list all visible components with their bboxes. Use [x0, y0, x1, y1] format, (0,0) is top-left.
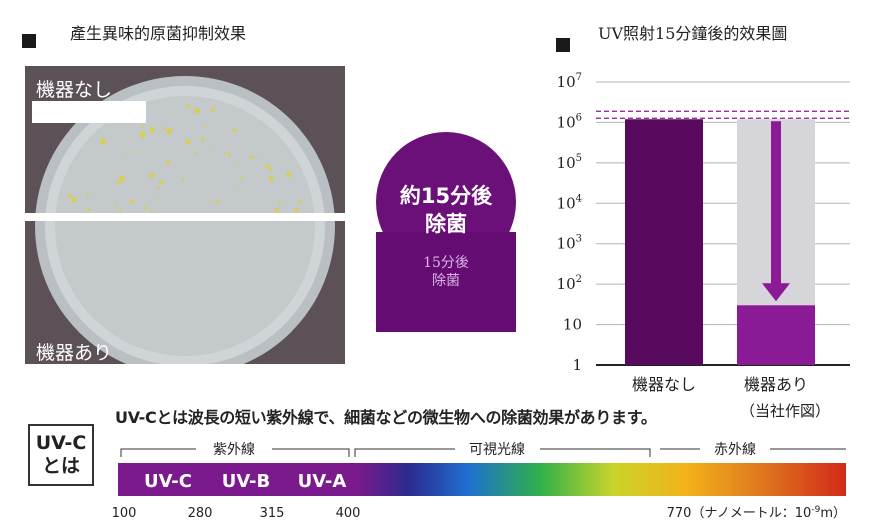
colony-dot: [262, 153, 265, 156]
colony-dot: [201, 137, 205, 142]
y-tick-label: 10: [563, 316, 582, 334]
colony-dot: [124, 153, 127, 156]
badge-shadow-line2: 除菌: [432, 273, 460, 289]
x-tick-label: 機器なし: [632, 375, 696, 394]
petri-dish-photo: [25, 66, 345, 364]
colony-dot: [194, 151, 198, 155]
chart-note: （当社作図）: [740, 402, 831, 420]
uvc-box-line1: UV-C: [35, 432, 87, 454]
range-visible: 可視光線: [469, 442, 525, 458]
colony-dot: [166, 128, 173, 135]
colony-dot: [298, 200, 302, 204]
y-tick-label: 103: [557, 234, 582, 253]
colony-dot: [294, 207, 300, 213]
colony-dot: [115, 203, 118, 207]
label-without-device: 機器なし: [36, 79, 113, 101]
tick-280: 280: [188, 506, 213, 521]
colony-dot: [223, 152, 226, 155]
y-tick-label: 102: [557, 274, 582, 293]
colony-dot: [150, 209, 154, 212]
label-with-device: 機器あり: [36, 342, 113, 364]
colony-dot: [239, 177, 243, 180]
colony-dot: [71, 196, 77, 203]
x-tick-label: 機器あり: [744, 375, 808, 394]
colony-dot: [210, 107, 215, 112]
range-uv: 紫外線: [213, 442, 255, 458]
y-tick-label: 106: [557, 112, 582, 131]
colony-dot: [186, 103, 190, 108]
y-tick-label: 105: [557, 153, 582, 172]
y-tick-label: 1: [572, 356, 582, 374]
left-title: 產生異味的原菌抑制效果: [70, 24, 247, 43]
colony-dot: [268, 167, 273, 171]
range-infrared: 赤外線: [714, 442, 756, 458]
colony-dot: [165, 160, 170, 165]
uvc-box-line2: とは: [41, 455, 80, 477]
colony-dot: [139, 131, 146, 138]
band-uva: UV-A: [298, 471, 347, 492]
bar-chart: 1 10 102 103 104 105 106 107 機器なし 機器あり: [557, 72, 850, 394]
colony-dot: [274, 207, 280, 213]
badge-shadow-line1: 15分後: [423, 255, 469, 271]
colony-dot: [238, 162, 241, 165]
colony-dot: [141, 125, 145, 129]
colony-dot: [286, 172, 292, 178]
colony-dot: [118, 177, 124, 183]
redaction-bar: [32, 101, 146, 123]
colony-dot: [264, 163, 269, 168]
badge-line1: 約15分後: [399, 184, 493, 208]
colony-dot: [119, 209, 123, 213]
badge-main-text: 約15分後 除菌: [376, 182, 516, 238]
tick-315: 315: [260, 506, 285, 521]
colony-dot: [67, 194, 72, 199]
colony-dot: [159, 180, 164, 185]
colony-dot: [210, 200, 213, 203]
colony-dot: [210, 149, 213, 152]
bar-1: [625, 119, 703, 365]
colony-dot: [100, 138, 107, 145]
band-uvc: UV-C: [144, 471, 192, 492]
sterilization-badge: [376, 132, 516, 332]
colony-dot: [232, 128, 237, 133]
colony-dot: [163, 126, 166, 130]
band-uvb: UV-B: [222, 471, 270, 492]
colony-dot: [86, 192, 90, 196]
section-marker: [22, 34, 36, 48]
tick-400: 400: [336, 506, 361, 521]
colony-dot: [203, 125, 206, 128]
spectrum-diagram: 紫外線 可視光線 赤外線 UV-C UV-B UV-A 100 280 315 …: [112, 442, 846, 521]
colony-dot: [155, 198, 158, 201]
colony-dot: [216, 200, 220, 205]
badge-line2: 除菌: [425, 212, 467, 236]
colony-dot: [149, 127, 156, 133]
colony-dot: [137, 150, 140, 153]
colony-dot: [168, 110, 171, 113]
colony-dot: [227, 152, 232, 157]
colony-dot: [181, 179, 185, 183]
badge-shadow-text: 15分後 除菌: [376, 254, 516, 290]
colony-dot: [130, 199, 135, 204]
colony-dot: [268, 176, 274, 182]
colony-dot: [115, 181, 119, 185]
reduction-arrow-head: [762, 283, 790, 302]
right-title: UV照射15分鐘後的效果圖: [598, 24, 788, 43]
colony-dot: [143, 206, 147, 210]
tick-100: 100: [112, 506, 137, 521]
y-tick-label: 107: [557, 72, 582, 91]
end-label: 770（ナノメートル：10-9m）: [667, 505, 846, 521]
section-marker: [556, 38, 570, 52]
colony-dot: [194, 107, 201, 114]
colony-dot: [157, 186, 160, 190]
colony-dot: [149, 173, 155, 179]
colony-dot: [87, 207, 91, 212]
uvc-description: UV-Cとは波長の短い紫外線で、細菌などの微生物への除菌効果があります。: [115, 408, 657, 427]
colony-dot: [278, 201, 282, 205]
bar-2: [737, 305, 815, 365]
y-tick-label: 104: [557, 193, 582, 212]
colony-dot: [249, 155, 254, 159]
colony-dot: [235, 186, 238, 188]
colony-dot: [185, 139, 191, 145]
uvc-box: UV-C とは: [28, 424, 94, 486]
